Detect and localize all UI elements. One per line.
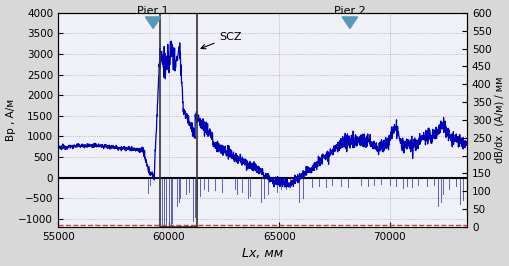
Polygon shape (342, 17, 357, 28)
Bar (159, 13, 197, 227)
Text: SCZ: SCZ (201, 32, 241, 49)
Text: Pier 1: Pier 1 (137, 6, 168, 16)
Y-axis label: dB/dx , (A/м) / мм: dB/dx , (A/м) / мм (493, 77, 503, 163)
X-axis label: Lx, мм: Lx, мм (242, 247, 282, 260)
Y-axis label: Bp , A/м: Bp , A/м (6, 99, 16, 141)
Text: Pier 2: Pier 2 (333, 6, 365, 16)
Polygon shape (145, 17, 160, 28)
